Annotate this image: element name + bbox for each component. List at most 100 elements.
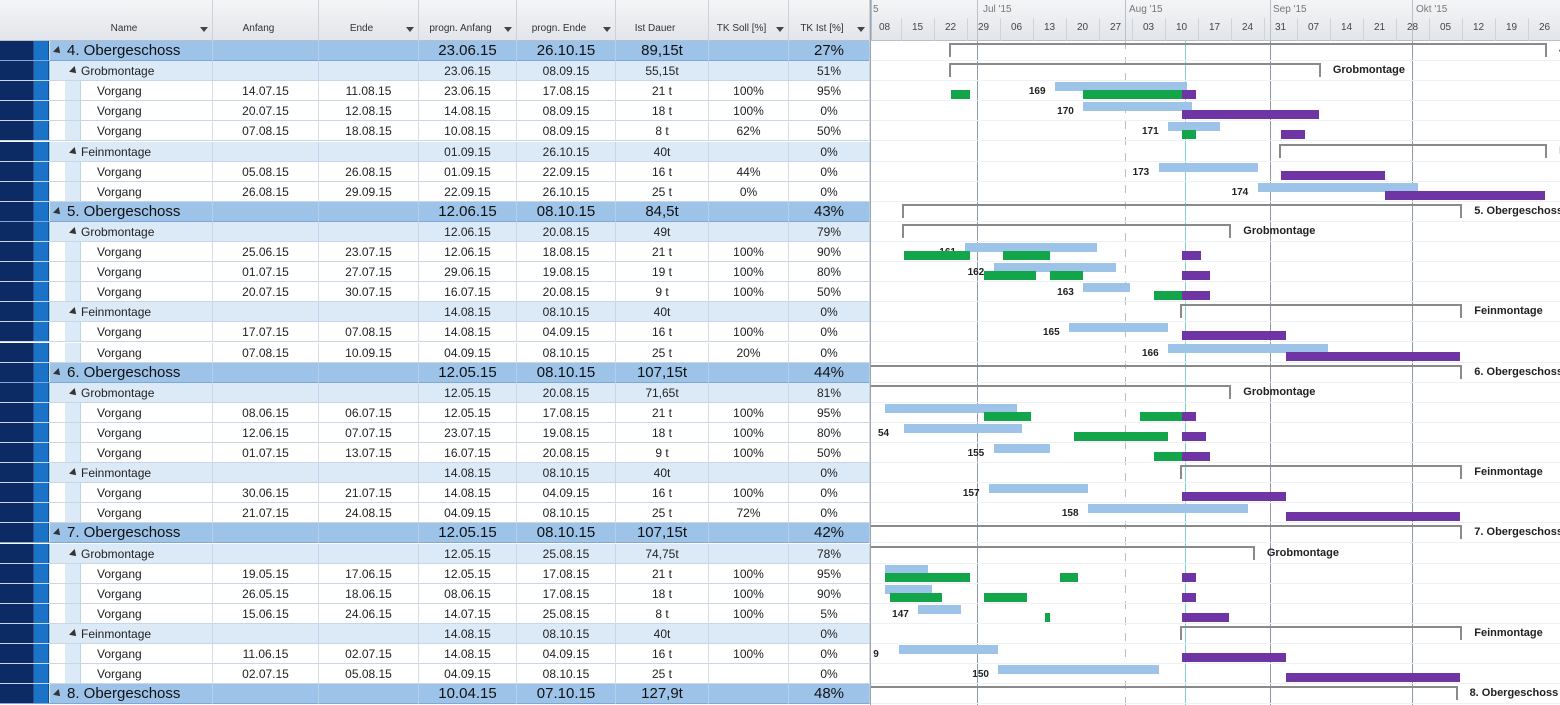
- cell-p-ende[interactable]: 20.08.15: [517, 282, 616, 303]
- planned-bar[interactable]: [1168, 343, 1329, 353]
- table-row[interactable]: Vorgang 07.08.15 18.08.15 10.08.15 08.09.15 8…: [0, 121, 870, 142]
- floor-row[interactable]: 5. Obergeschoss 12.06.15 08.10.15 84,5t 43%: [0, 201, 870, 222]
- cell-soll[interactable]: [709, 623, 789, 644]
- actual-bar[interactable]: [1003, 251, 1051, 260]
- cell-p-anfang[interactable]: 23.06.15: [419, 81, 517, 102]
- cell-dauer[interactable]: 71,65t: [616, 382, 709, 403]
- cell-anfang[interactable]: [213, 362, 319, 383]
- table-row[interactable]: Vorgang 05.08.15 26.08.15 01.09.15 22.09.15 1…: [0, 161, 870, 182]
- group-row[interactable]: Feinmontage 01.09.15 26.10.15 40t 0%: [0, 141, 870, 162]
- cell-anfang[interactable]: 20.07.15: [213, 282, 319, 303]
- cell-p-ende[interactable]: 17.08.15: [517, 81, 616, 102]
- cell-name[interactable]: Feinmontage: [81, 302, 213, 323]
- planned-bar[interactable]: [899, 645, 999, 654]
- cell-ende[interactable]: [319, 141, 419, 162]
- cell-p-anfang[interactable]: 14.08.15: [419, 101, 517, 122]
- cell-ist[interactable]: 0%: [789, 322, 870, 343]
- forecast-bar[interactable]: [1285, 673, 1461, 683]
- planned-bar[interactable]: [918, 604, 961, 614]
- cell-p-ende[interactable]: 26.10.15: [517, 141, 616, 162]
- forecast-bar[interactable]: [1182, 110, 1319, 120]
- cell-p-ende[interactable]: 04.09.15: [517, 483, 616, 504]
- summary-bracket[interactable]: [1180, 625, 1463, 640]
- cell-anfang[interactable]: 01.07.15: [213, 443, 319, 463]
- forecast-bar[interactable]: [1384, 190, 1546, 200]
- cell-name[interactable]: Vorgang: [97, 583, 213, 604]
- cell-p-anfang[interactable]: 12.06.15: [419, 242, 517, 262]
- cell-ende[interactable]: [319, 221, 419, 242]
- cell-soll[interactable]: 0%: [709, 181, 789, 202]
- table-row[interactable]: Vorgang 12.06.15 07.07.15 23.07.15 19.08.15 1…: [0, 422, 870, 443]
- cell-ist[interactable]: 50%: [789, 443, 870, 463]
- table-row[interactable]: Vorgang 08.06.15 06.07.15 12.05.15 17.08.15 2…: [0, 402, 870, 423]
- cell-dauer[interactable]: 16 t: [616, 483, 709, 504]
- cell-name[interactable]: 6. Obergeschoss: [65, 362, 213, 383]
- cell-name[interactable]: Vorgang: [97, 181, 213, 202]
- cell-ende[interactable]: 18.08.15: [319, 121, 419, 142]
- cell-name[interactable]: Vorgang: [97, 322, 213, 343]
- cell-ende[interactable]: 06.07.15: [319, 402, 419, 423]
- cell-name[interactable]: Vorgang: [97, 503, 213, 524]
- actual-bar[interactable]: [1050, 271, 1084, 281]
- cell-p-anfang[interactable]: 12.06.15: [419, 221, 517, 242]
- cell-dauer[interactable]: 16 t: [616, 644, 709, 664]
- actual-bar[interactable]: [904, 251, 970, 260]
- cell-anfang[interactable]: [213, 523, 319, 544]
- cell-p-ende[interactable]: 07.10.15: [517, 684, 616, 705]
- cell-p-anfang[interactable]: 14.08.15: [419, 302, 517, 323]
- cell-ende[interactable]: 30.07.15: [319, 282, 419, 303]
- summary-bracket[interactable]: [902, 223, 1232, 238]
- cell-ist[interactable]: 5%: [789, 603, 870, 624]
- actual-bar[interactable]: [1083, 90, 1183, 100]
- table-row[interactable]: Vorgang 17.07.15 07.08.15 14.08.15 04.09.15 1…: [0, 322, 870, 343]
- column-header-5[interactable]: progn. Ende: [517, 0, 616, 41]
- cell-anfang[interactable]: [213, 543, 319, 564]
- cell-anfang[interactable]: [213, 684, 319, 705]
- cell-ist[interactable]: 90%: [789, 583, 870, 604]
- cell-p-anfang[interactable]: 12.05.15: [419, 382, 517, 403]
- table-row[interactable]: Vorgang 01.07.15 13.07.15 16.07.15 20.08.15 9…: [0, 443, 870, 463]
- cell-ende[interactable]: [319, 543, 419, 564]
- cell-anfang[interactable]: 12.06.15: [213, 422, 319, 443]
- cell-dauer[interactable]: 16 t: [616, 322, 709, 343]
- cell-soll[interactable]: [709, 543, 789, 564]
- cell-dauer[interactable]: 40t: [616, 141, 709, 162]
- cell-p-anfang[interactable]: 12.05.15: [419, 402, 517, 423]
- summary-bracket[interactable]: [949, 43, 1548, 57]
- cell-dauer[interactable]: 25 t: [616, 503, 709, 524]
- actual-bar[interactable]: [951, 90, 970, 100]
- planned-bar[interactable]: [998, 665, 1159, 675]
- cell-anfang[interactable]: [213, 141, 319, 162]
- column-header-1[interactable]: Name: [50, 0, 213, 41]
- cell-soll[interactable]: [709, 41, 789, 61]
- cell-p-anfang[interactable]: 23.06.15: [419, 41, 517, 61]
- cell-name[interactable]: Vorgang: [97, 422, 213, 443]
- actual-bar[interactable]: [1059, 572, 1079, 582]
- cell-p-ende[interactable]: 08.10.15: [517, 503, 616, 524]
- cell-name[interactable]: Vorgang: [97, 101, 213, 122]
- table-row[interactable]: Vorgang 20.07.15 30.07.15 16.07.15 20.08.15 9…: [0, 282, 870, 303]
- group-row[interactable]: Feinmontage 14.08.15 08.10.15 40t 0%: [0, 623, 870, 644]
- cell-p-anfang[interactable]: 22.09.15: [419, 181, 517, 202]
- cell-dauer[interactable]: 84,5t: [616, 201, 709, 222]
- cell-ende[interactable]: [319, 362, 419, 383]
- cell-ist[interactable]: 43%: [789, 201, 870, 222]
- cell-ende[interactable]: 02.07.15: [319, 644, 419, 664]
- actual-bar[interactable]: [1139, 411, 1183, 421]
- cell-name[interactable]: Feinmontage: [81, 463, 213, 484]
- planned-bar[interactable]: [993, 444, 1051, 453]
- cell-name[interactable]: 7. Obergeschoss: [65, 523, 213, 544]
- cell-p-anfang[interactable]: 16.07.15: [419, 282, 517, 303]
- actual-bar[interactable]: [1153, 291, 1183, 301]
- planned-bar[interactable]: [885, 403, 1018, 413]
- floor-row[interactable]: 7. Obergeschoss 12.05.15 08.10.15 107,15t 42…: [0, 523, 870, 544]
- cell-p-anfang[interactable]: 14.07.15: [419, 603, 517, 624]
- summary-bracket[interactable]: [949, 63, 1321, 78]
- cell-p-ende[interactable]: 08.09.15: [517, 61, 616, 82]
- summary-bracket[interactable]: [871, 384, 1232, 399]
- cell-dauer[interactable]: 89,15t: [616, 41, 709, 61]
- forecast-bar[interactable]: [1182, 452, 1211, 461]
- cell-name[interactable]: Grobmontage: [81, 221, 213, 242]
- cell-soll[interactable]: 100%: [709, 322, 789, 343]
- cell-ende[interactable]: [319, 201, 419, 222]
